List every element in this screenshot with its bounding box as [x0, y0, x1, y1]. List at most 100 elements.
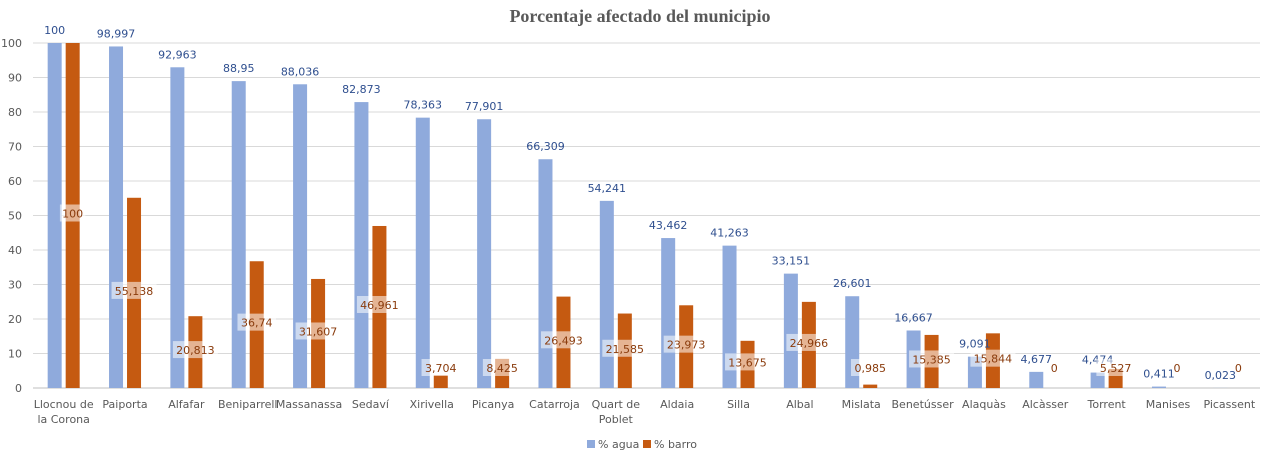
data-label-barro: 21,585: [606, 343, 645, 356]
x-category-label: Alaquàs: [962, 398, 1006, 411]
data-label-agua: 100: [44, 24, 65, 37]
y-tick-label: 20: [8, 313, 22, 326]
bar-agua: [109, 46, 124, 388]
x-category-label: Sedaví: [352, 398, 390, 411]
data-label-box: [725, 353, 771, 371]
data-label-barro: 15,385: [912, 353, 951, 366]
data-label-box: [482, 359, 522, 376]
data-label-box: [602, 339, 648, 357]
y-tick-label: 30: [8, 279, 22, 292]
data-label-box: [663, 335, 709, 353]
y-tick-label: 80: [8, 106, 22, 119]
x-category-label: Llocnou de: [34, 398, 94, 411]
data-label-agua: 0,023: [1205, 369, 1237, 382]
data-label-box: [970, 349, 1016, 367]
chart-title: Porcentaje afectado del municipio: [509, 6, 770, 26]
x-category-label: Paiporta: [102, 398, 147, 411]
data-label-box: [786, 333, 832, 351]
data-label-box: [237, 313, 276, 331]
data-label-box: [172, 341, 218, 359]
data-label-agua: 26,601: [833, 277, 872, 290]
data-label-agua: 54,241: [588, 182, 627, 195]
x-category-label: Torrent: [1087, 398, 1127, 411]
data-label-box: [59, 204, 86, 222]
data-label-agua: 33,151: [772, 255, 811, 268]
data-label-agua: 41,263: [710, 227, 749, 240]
legend-label-agua: % agua: [598, 438, 639, 451]
data-label-agua: 98,997: [97, 27, 136, 40]
data-label-agua: 0,411: [1143, 368, 1175, 381]
data-label-barro: 23,973: [667, 339, 706, 352]
bar-agua: [661, 238, 676, 388]
bar-agua: [1090, 372, 1105, 388]
data-label-box: [295, 322, 341, 340]
data-label-box: [850, 359, 890, 376]
x-category-label: Quart de: [592, 398, 641, 411]
bar-agua: [47, 43, 62, 388]
data-label-agua: 4,677: [1021, 353, 1053, 366]
data-label-barro: 15,844: [974, 353, 1013, 366]
bar-barro: [863, 384, 878, 388]
data-label-barro: 13,675: [728, 356, 767, 369]
x-category-label: Xirivella: [410, 398, 454, 411]
data-label-agua: 92,963: [158, 48, 197, 61]
x-category-label: Catarroja: [529, 398, 580, 411]
data-label-agua: 88,95: [223, 62, 255, 75]
data-label-box: [1096, 359, 1135, 376]
data-label-agua: 77,901: [465, 100, 504, 113]
bar-barro: [433, 375, 448, 388]
bar-agua: [231, 81, 246, 388]
data-label-box: [421, 359, 461, 376]
data-label-agua: 88,036: [281, 65, 320, 78]
gridlines: [33, 42, 1260, 389]
bar-agua: [1029, 371, 1044, 388]
x-category-label: Alfafar: [168, 398, 205, 411]
data-label-barro: 31,607: [299, 325, 338, 338]
data-label-barro: 26,493: [544, 334, 583, 347]
y-tick-label: 40: [8, 244, 22, 257]
data-label-agua: 78,363: [404, 99, 443, 112]
y-tick-label: 10: [8, 348, 22, 361]
bar-agua: [293, 84, 308, 388]
data-label-barro: 0: [1235, 362, 1242, 375]
x-category-label: Picassent: [1203, 398, 1255, 411]
data-label-agua: 82,873: [342, 83, 381, 96]
legend: % agua % barro: [587, 438, 697, 451]
data-label-box: [909, 350, 955, 368]
y-tick-label: 50: [8, 210, 22, 223]
x-category-label: Picanya: [472, 398, 514, 411]
data-label-box: [356, 295, 402, 313]
bar-agua: [722, 245, 737, 388]
y-axis-ticks: 0 10 20 30 40 50 60 70 80 90 100: [1, 37, 22, 395]
data-label-agua: 43,462: [649, 219, 688, 232]
data-label-agua: 66,309: [526, 140, 565, 153]
x-category-label: Beniparrell: [218, 398, 278, 411]
data-label-barro: 5,527: [1100, 362, 1132, 375]
x-category-label: Alcàsser: [1022, 398, 1069, 411]
legend-swatch-barro: [643, 440, 651, 448]
bar-agua: [783, 273, 798, 388]
data-labels: 100 100 98,997 55,138 92,963 20,813 88,95 36,74…: [44, 24, 1242, 382]
bar-agua: [477, 119, 492, 388]
data-label-barro: 46,961: [360, 299, 399, 312]
data-label-barro: 0,985: [854, 362, 886, 375]
data-label-box: [111, 281, 157, 299]
x-category-label: Mislata: [842, 398, 881, 411]
data-label-barro: 20,813: [176, 344, 215, 357]
bar-agua: [170, 67, 185, 388]
y-tick-label: 60: [8, 175, 22, 188]
bar-agua: [538, 159, 553, 388]
x-category-label: Manises: [1146, 398, 1191, 411]
data-label-box: [540, 331, 586, 349]
x-category-label: Benetússer: [892, 398, 955, 411]
y-tick-label: 0: [15, 382, 22, 395]
data-label-barro: 55,138: [115, 285, 154, 298]
bar-agua: [1151, 386, 1166, 388]
y-tick-label: 90: [8, 72, 22, 85]
bar-agua: [415, 117, 430, 389]
data-label-barro: 0: [1051, 362, 1058, 375]
data-label-barro: 100: [62, 208, 83, 221]
legend-label-barro: % barro: [654, 438, 697, 451]
data-label-barro: 24,966: [790, 337, 829, 350]
x-category-label: Albal: [786, 398, 813, 411]
